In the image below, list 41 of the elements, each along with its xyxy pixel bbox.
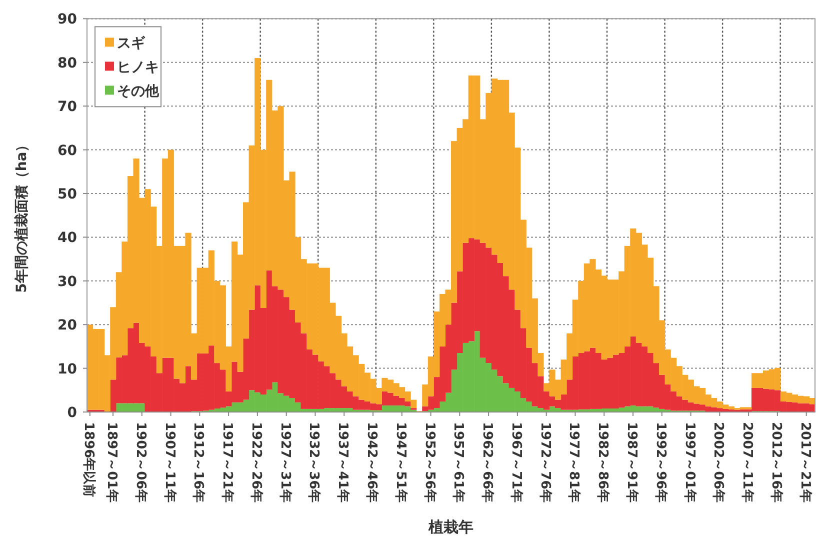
x-axis-title: 植栽年 <box>428 518 474 536</box>
y-tick-label: 40 <box>58 230 78 246</box>
x-tick-label: 1896年以前 <box>80 422 96 498</box>
y-tick-label: 50 <box>58 186 78 202</box>
x-tick-label: 2002～06年 <box>710 422 726 502</box>
x-tick-label: 1997～01年 <box>682 422 697 502</box>
x-tick-label: 1917～21年 <box>220 422 235 502</box>
legend-label: ヒノキ <box>117 60 159 76</box>
x-tick-label: 1977～81年 <box>566 422 582 502</box>
y-tick-label: 30 <box>58 274 78 290</box>
x-tick-label: 1962～66年 <box>480 422 495 502</box>
x-tick-label: 1987～91年 <box>624 422 639 502</box>
x-tick-label: 1972～76年 <box>537 422 552 502</box>
x-tick-label: 1952～56年 <box>422 422 437 502</box>
x-tick-label: 1992～96年 <box>652 422 668 502</box>
y-tick-label: 70 <box>58 99 78 116</box>
legend-label: その他 <box>117 84 160 100</box>
x-tick-label: 1942～46年 <box>364 422 379 502</box>
y-tick-label: 60 <box>58 142 78 159</box>
x-tick-label: 2007～11年 <box>740 422 755 502</box>
y-tick-label: 10 <box>58 361 78 378</box>
x-tick-label: 1957～61年 <box>450 422 466 502</box>
y-tick-label: 0 <box>67 405 78 421</box>
y-tick-label: 20 <box>58 318 78 334</box>
x-tick-label: 1912～16年 <box>190 422 206 502</box>
x-tick-label: 1907～11年 <box>162 422 177 502</box>
x-tick-label: 1982～86年 <box>595 422 610 502</box>
x-tick-label: 1902～06年 <box>132 422 148 502</box>
x-tick-label: 1897～01年 <box>104 422 119 502</box>
legend-label: スギ <box>117 36 146 52</box>
y-tick-label: 90 <box>58 12 78 28</box>
x-tick-label: 1932～36年 <box>306 422 322 502</box>
x-tick-label: 1967～71年 <box>508 422 524 502</box>
y-tick-label: 80 <box>58 55 78 72</box>
x-tick-label: 1922～26年 <box>248 422 264 502</box>
x-tick-label: 1937～41年 <box>335 422 350 502</box>
x-tick-label: 1927～31年 <box>277 422 292 502</box>
x-tick-label: 2017～21年 <box>797 422 812 502</box>
x-tick-label: 1947～51年 <box>392 422 408 502</box>
y-axis-title: 5年間の植栽面積（ha） <box>14 138 30 293</box>
x-tick-label: 2012～16年 <box>768 422 784 502</box>
